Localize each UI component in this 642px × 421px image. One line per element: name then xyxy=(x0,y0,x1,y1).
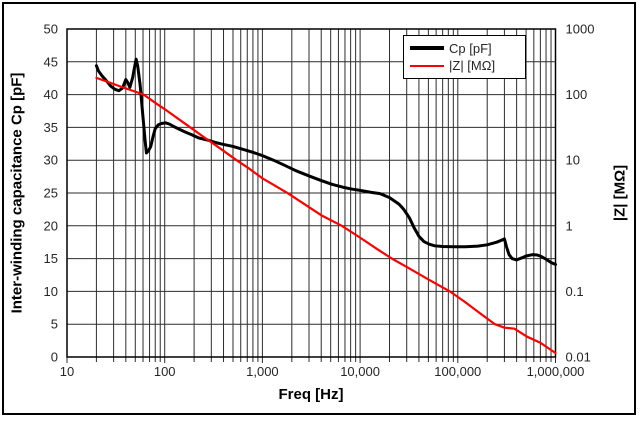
x-tick-label: 10,000 xyxy=(340,364,380,379)
cp-curve xyxy=(94,57,557,267)
y-left-tick-label: 0 xyxy=(51,350,58,365)
impedance-curve xyxy=(95,76,557,355)
x-tick-label: 1,000 xyxy=(246,364,279,379)
left-axis-title: Inter-winding capacitance Cp [pF] xyxy=(8,72,26,314)
plot-border xyxy=(66,28,557,358)
y-right-tick-label: 1 xyxy=(566,218,573,233)
y-left-tick-label: 15 xyxy=(44,251,58,266)
legend-label-z: |Z| [MΩ] xyxy=(449,58,496,74)
y-left-tick-label: 35 xyxy=(44,120,58,135)
x-tick-label: 100,000 xyxy=(434,364,481,379)
y-left-tick-label: 30 xyxy=(44,153,58,168)
x-tick-label: 10 xyxy=(60,364,74,379)
y-right-tick-label: 100 xyxy=(566,87,588,102)
cp-line-swatch xyxy=(410,46,444,50)
right-axis-title: |Z| [MΩ] xyxy=(611,164,629,222)
legend-label-cp: Cp [pF] xyxy=(449,40,492,56)
y-left-tick-label: 40 xyxy=(44,87,58,102)
y-right-tick-label: 0.01 xyxy=(566,350,591,365)
y-right-tick-label: 10 xyxy=(566,153,580,168)
y-left-tick-label: 50 xyxy=(44,22,58,37)
x-tick-label: 100 xyxy=(154,364,176,379)
y-left-tick-label: 25 xyxy=(44,186,58,201)
y-left-tick-label: 20 xyxy=(44,218,58,233)
z-line-swatch xyxy=(410,64,444,68)
x-tick-label: 1,000,000 xyxy=(527,364,585,379)
legend-item-cp: Cp [pF] xyxy=(410,41,519,56)
x-axis-title: Freq [Hz] xyxy=(278,386,344,403)
y-left-tick-label: 10 xyxy=(44,284,58,299)
legend: Cp [pF] |Z| [MΩ] xyxy=(403,35,526,79)
legend-item-z: |Z| [MΩ] xyxy=(410,58,519,73)
y-left-tick-label: 5 xyxy=(51,317,58,332)
y-right-tick-label: 0.1 xyxy=(566,284,584,299)
y-left-tick-label: 45 xyxy=(44,54,58,69)
y-right-tick-label: 1000 xyxy=(566,22,595,37)
